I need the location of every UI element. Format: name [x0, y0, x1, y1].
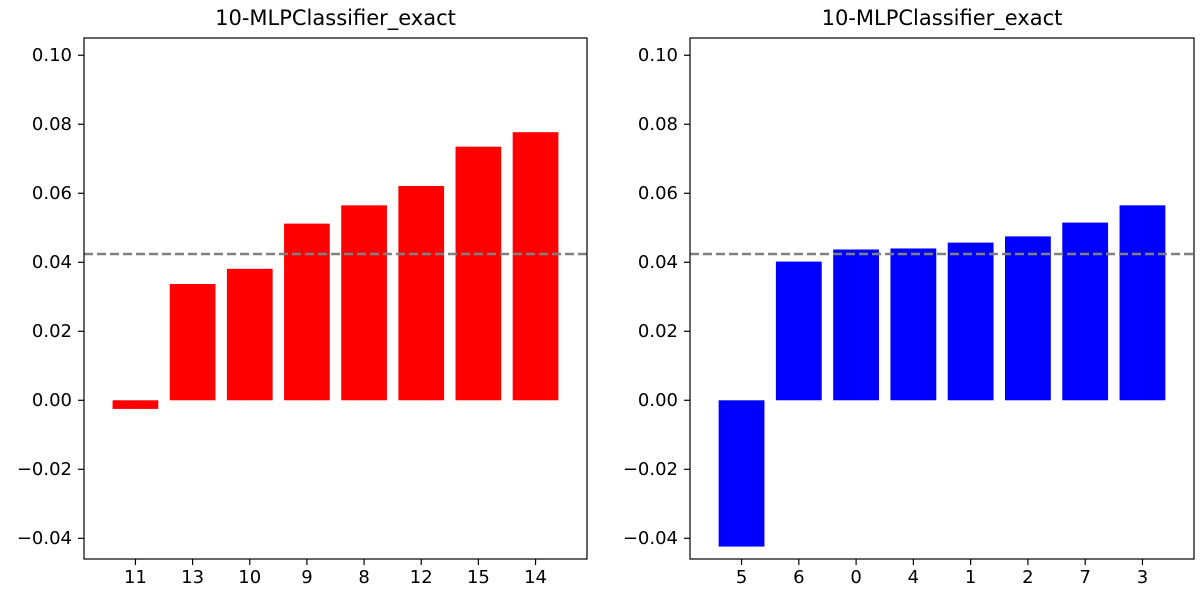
bar-2 — [1005, 236, 1051, 401]
bar-8 — [341, 205, 387, 401]
x-tick-label: 7 — [1079, 567, 1090, 588]
y-tick-label: 0.06 — [638, 183, 678, 204]
y-tick-label: 0.04 — [638, 252, 678, 273]
y-tick-label: 0.08 — [32, 114, 72, 135]
y-tick-label: 0.00 — [32, 390, 72, 411]
chart-title: 10-MLPClassifier_exact — [215, 6, 456, 31]
y-tick-label: −0.02 — [17, 459, 72, 480]
chart-title: 10-MLPClassifier_exact — [822, 6, 1063, 31]
x-tick-label: 11 — [124, 567, 147, 588]
y-tick-label: 0.04 — [32, 252, 72, 273]
y-tick-label: 0.08 — [638, 114, 678, 135]
x-tick-label: 10 — [238, 567, 261, 588]
y-tick-label: 0.00 — [638, 390, 678, 411]
x-tick-label: 3 — [1137, 567, 1148, 588]
x-tick-label: 5 — [736, 567, 747, 588]
chart-panel-1: −0.04 −0.02 0.00 0.02 0.04 0.06 0.08 0.10 5 6 0 4 1 2… — [623, 6, 1195, 588]
bar-7 — [1062, 222, 1109, 401]
bar-10 — [226, 268, 273, 401]
y-tick-label: 0.10 — [32, 45, 72, 66]
x-tick-label: 12 — [410, 567, 433, 588]
y-tick-label: −0.02 — [623, 459, 678, 480]
y-tick-label: 0.02 — [32, 321, 72, 342]
bar-14 — [512, 132, 559, 401]
plot-frame — [83, 37, 588, 560]
bar-0 — [833, 249, 879, 401]
y-tick-label: −0.04 — [17, 528, 72, 549]
bar-6 — [775, 261, 822, 401]
x-tick-label: 4 — [908, 567, 919, 588]
bar-15 — [455, 146, 502, 401]
x-tick-label: 1 — [965, 567, 976, 588]
x-tick-label: 6 — [793, 567, 804, 588]
y-tick-label: 0.06 — [32, 183, 72, 204]
x-tick-label: 0 — [850, 567, 861, 588]
x-tick-label: 8 — [358, 567, 369, 588]
bar-5 — [718, 400, 765, 547]
bar-9 — [284, 223, 330, 401]
bar-4 — [890, 248, 937, 401]
plot-frame — [689, 37, 1195, 560]
x-tick-label: 9 — [301, 567, 312, 588]
x-tick-label: 15 — [467, 567, 490, 588]
x-tick-label: 2 — [1022, 567, 1033, 588]
bar-13 — [169, 284, 216, 401]
bar-11 — [112, 400, 159, 409]
y-tick-label: 0.10 — [638, 45, 678, 66]
chart-panel-0: −0.04 −0.02 0.00 0.02 0.04 0.06 0.08 0.10 11 13 10… — [17, 6, 588, 588]
bar-1 — [947, 242, 994, 401]
x-tick-label: 14 — [524, 567, 547, 588]
bar-3 — [1119, 205, 1166, 401]
x-tick-label: 13 — [181, 567, 204, 588]
y-tick-label: −0.04 — [623, 528, 678, 549]
bar-12 — [398, 186, 445, 401]
y-tick-label: 0.02 — [638, 321, 678, 342]
